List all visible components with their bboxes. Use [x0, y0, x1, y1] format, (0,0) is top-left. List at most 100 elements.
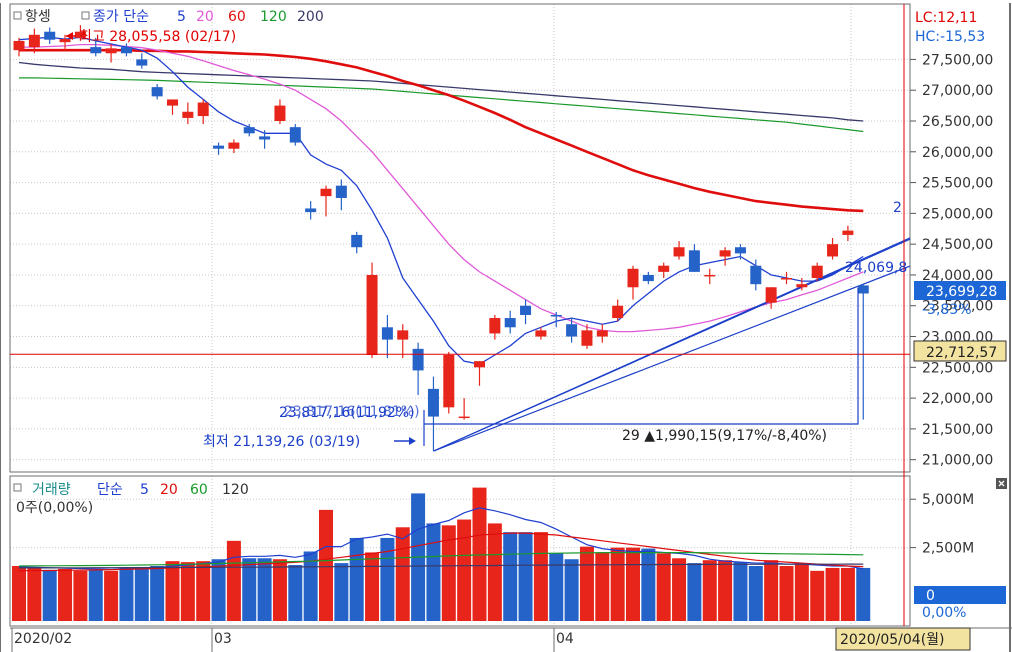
legend-box-icon: [81, 11, 90, 20]
candle-body: [397, 330, 409, 340]
volume-bar: [88, 569, 103, 621]
candle-body: [550, 314, 562, 317]
volume-legend-ma5: 5: [140, 482, 149, 498]
candles: [13, 25, 869, 452]
cursor-date-box: [835, 627, 971, 651]
candle-body: [228, 142, 240, 149]
volume-bar: [426, 523, 441, 621]
candle-body: [704, 274, 716, 277]
volume-bar: [134, 566, 149, 621]
candle-body: [320, 188, 332, 197]
candle-body: [90, 47, 102, 54]
volume-bar: [272, 559, 287, 621]
legend-ma5: 5: [177, 9, 186, 25]
volume-bar: [441, 525, 456, 621]
volume-bar: [349, 537, 364, 621]
candle-body: [412, 348, 424, 371]
last-volume-percent: 0,00%: [922, 605, 966, 621]
panel-close-icon[interactable]: [996, 478, 1007, 489]
candle-body: [197, 102, 209, 117]
volume-bar: [794, 563, 809, 621]
high-label: 최고 28,055,58 (02/17): [79, 29, 236, 45]
volume-bar: [487, 523, 502, 621]
ma-line-5: [18, 36, 864, 365]
candle-body: [458, 416, 470, 419]
candle-body: [811, 265, 823, 279]
ref-price: 22,712,57: [926, 345, 997, 361]
volume-zero-label: 0주(0,00%): [16, 500, 93, 516]
volume-bar: [303, 551, 318, 621]
volume-legend-ma20: 20: [160, 482, 178, 498]
y-tick-label: 21,500,00: [922, 422, 993, 438]
y-tick-label: 27,000,00: [922, 83, 993, 99]
candle-body: [658, 265, 670, 272]
candle-body: [167, 99, 178, 106]
ma-line-200: [18, 61, 864, 122]
volume-tick-label: 5,000M: [922, 492, 974, 508]
volume-bar: [641, 548, 656, 621]
candle-body: [796, 284, 808, 288]
volume-legend-type: 단순: [97, 482, 123, 498]
legend-ma-type: 종가 단순: [93, 9, 149, 25]
ma-line-20: [19, 43, 864, 333]
legend-name: 항셍: [25, 9, 51, 25]
y-tick-label: 27,500,00: [922, 52, 993, 68]
y-tick-label: 22,500,00: [922, 360, 993, 376]
candle-body: [504, 318, 516, 328]
trendline-1: [433, 237, 911, 452]
volume-bar: [564, 559, 579, 621]
trendline-value-label: 24,069,8: [845, 260, 907, 276]
volume-bar: [610, 547, 625, 621]
volume-bar: [150, 566, 165, 621]
volume-bar: [626, 547, 640, 621]
last-volume: 0: [926, 588, 935, 604]
ref-price-box: [913, 340, 1007, 362]
volume-legend[interactable]: 거래량 단순 5 20 60 120: [13, 482, 249, 498]
low-annotation: 최저 21,139,26 (03/19): [203, 434, 416, 450]
candle-body: [750, 265, 762, 285]
candle-body: [642, 274, 654, 282]
price-legend[interactable]: 항셍 종가 단순 5 20 60 120 200: [13, 9, 324, 25]
candle-body: [857, 285, 869, 294]
volume-ma-20: [18, 532, 864, 572]
volume-bar: [457, 519, 472, 621]
legend-box-icon: [13, 11, 22, 20]
candle-body: [427, 388, 439, 417]
volume-bar: [840, 567, 855, 621]
candle-body: [120, 47, 132, 54]
volume-bar: [856, 567, 871, 621]
candle-body: [842, 230, 854, 235]
x-label-feb: 2020/02: [14, 631, 72, 647]
x-label-apr: 04: [556, 631, 574, 647]
volume-bar: [226, 540, 241, 621]
volume-bar: [334, 563, 349, 621]
volume-bar: [165, 561, 180, 621]
legend-box-icon: [13, 483, 22, 492]
candle-body: [474, 361, 485, 368]
ma-line-120: [19, 77, 864, 133]
volume-legend-ma120: 120: [222, 482, 249, 498]
hc-label: HC:-15,53: [915, 29, 985, 45]
candle-body: [381, 327, 393, 340]
y-tick-label: 26,000,00: [922, 145, 993, 161]
candle-body: [151, 87, 163, 97]
candle-body: [59, 39, 71, 43]
candle-body: [44, 31, 56, 40]
volume-bar: [365, 552, 380, 621]
candle-body: [566, 324, 578, 337]
y-tick-label: 25,000,00: [922, 206, 993, 222]
last-price-box: [914, 281, 1006, 300]
candle-body: [259, 136, 271, 140]
volume-bar: [27, 567, 42, 621]
volume-bar: [42, 569, 57, 621]
candle-body: [182, 111, 194, 118]
volume-ma-120: [19, 563, 864, 569]
volume-bar: [825, 567, 840, 621]
last-volume-box: [914, 586, 1006, 604]
trend-annotation-2: 23,817,16(11,81%): [284, 404, 420, 420]
measure-tool[interactable]: 29 ▲1,990,15(9,17%/-8,40%): [423, 288, 859, 446]
volume-bar: [472, 487, 487, 621]
volume-bar: [672, 558, 687, 621]
candle-body: [581, 330, 593, 346]
